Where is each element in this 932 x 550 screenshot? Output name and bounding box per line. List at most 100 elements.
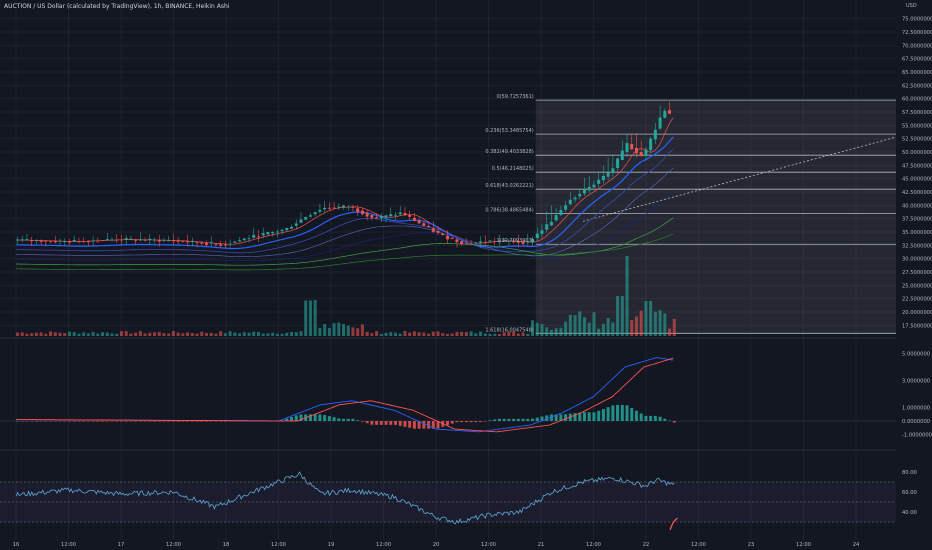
price-scale-label: 42.5000000 — [902, 190, 932, 196]
rsi-scale-label: 40.00 — [902, 510, 917, 516]
macd-histogram-bar — [507, 418, 511, 421]
macd-histogram-bar — [408, 421, 412, 428]
candle-body — [549, 221, 553, 226]
time-axis-label: 18 — [223, 542, 230, 548]
volume-bar — [167, 333, 171, 336]
macd-scale-label: 5.0000000 — [902, 352, 930, 358]
volume-bar — [124, 331, 128, 336]
candle-body — [573, 197, 577, 200]
macd-histogram-bar — [672, 421, 676, 423]
fib-level-label: 0.236(53.3485754) — [485, 128, 533, 134]
candle-body — [195, 242, 199, 244]
macd-histogram-bar — [502, 418, 506, 421]
macd-histogram-bar — [427, 421, 431, 429]
volume-bar — [332, 323, 336, 336]
volume-bar — [256, 332, 260, 336]
volume-bar — [313, 299, 317, 336]
volume-bar — [219, 331, 223, 336]
price-scale-label: 40.0000000 — [902, 203, 932, 209]
volume-bar — [512, 331, 516, 336]
candle-body — [77, 241, 81, 243]
volume-bar — [346, 325, 350, 336]
macd-histogram-bar — [39, 421, 43, 422]
candle-body — [507, 240, 511, 242]
volume-bar — [516, 333, 520, 336]
volume-bar — [318, 327, 322, 336]
time-axis-label: 22 — [643, 542, 650, 548]
volume-bar — [261, 333, 265, 336]
volume-bar — [422, 332, 426, 336]
candle-body — [266, 231, 270, 235]
volume-bar — [266, 333, 270, 336]
volume-bar — [403, 331, 407, 336]
price-scale-label: 30.0000000 — [902, 257, 932, 263]
candle-body — [186, 241, 190, 243]
candle-body — [356, 208, 360, 212]
volume-bar — [668, 328, 672, 336]
macd-histogram-bar — [101, 421, 105, 422]
volume-bar — [63, 333, 67, 336]
macd-histogram-bar — [663, 418, 667, 421]
macd-histogram-bar — [639, 413, 643, 421]
candle-body — [625, 143, 629, 152]
candle-body — [370, 214, 374, 218]
macd-histogram-bar — [134, 421, 138, 422]
candle-body — [535, 233, 539, 238]
candle-body — [327, 207, 331, 209]
candle-body — [592, 184, 596, 188]
macd-histogram-bar — [474, 421, 478, 423]
volume-bar — [195, 333, 199, 336]
volume-bar — [356, 328, 360, 336]
moving-average-line — [16, 190, 674, 261]
candle-body — [294, 223, 298, 226]
macd-histogram-bar — [483, 421, 487, 422]
macd-histogram-bar — [653, 415, 657, 421]
volume-bar — [190, 333, 194, 336]
macd-histogram-bar — [308, 414, 312, 421]
candle-body — [162, 240, 166, 241]
volume-bar — [653, 311, 657, 336]
time-axis-label: 12:00 — [691, 542, 706, 548]
volume-bar — [129, 333, 133, 336]
rsi-scale-label: 60.00 — [902, 490, 917, 496]
macd-histogram-bar — [25, 421, 29, 422]
time-axis-label: 12:00 — [61, 542, 76, 548]
candle-body — [658, 117, 662, 129]
volume-bar — [417, 332, 421, 336]
candle-body — [105, 239, 109, 241]
price-scale-label: 47.5000000 — [902, 163, 932, 169]
volume-bar — [564, 321, 568, 336]
candle-body — [223, 244, 227, 246]
fib-level-label: 0.382(49.4033828) — [485, 149, 533, 155]
candle-body — [441, 233, 445, 235]
candle-body — [247, 238, 251, 240]
volume-bar — [469, 331, 473, 336]
time-axis-label: 24 — [853, 542, 860, 548]
candle-body — [82, 241, 86, 242]
price-scale-label: 27.5000000 — [902, 270, 932, 276]
macd-histogram-bar — [668, 420, 672, 422]
candle-body — [308, 215, 312, 217]
candle-body — [252, 234, 256, 238]
candle-body — [332, 207, 336, 209]
volume-bar — [360, 324, 364, 336]
candle-body — [554, 215, 558, 221]
macd-histogram-bar — [592, 412, 596, 421]
fib-retracement-zone[interactable] — [535, 99, 897, 334]
macd-histogram-bar — [181, 421, 185, 422]
volume-bar — [238, 333, 242, 336]
candle-body — [209, 242, 213, 244]
volume-bar — [507, 331, 511, 336]
volume-bar — [134, 332, 138, 336]
macd-histogram-bar — [417, 421, 421, 429]
candle-body — [313, 212, 317, 215]
macd-histogram-bar — [559, 414, 563, 421]
candle-body — [115, 239, 119, 241]
volume-bar — [252, 331, 256, 336]
price-scale-label: 62.5000000 — [902, 83, 932, 89]
macd-histogram-bar — [119, 421, 123, 422]
volume-bar — [597, 328, 601, 336]
candle-body — [417, 220, 421, 224]
candle-body — [67, 241, 71, 243]
